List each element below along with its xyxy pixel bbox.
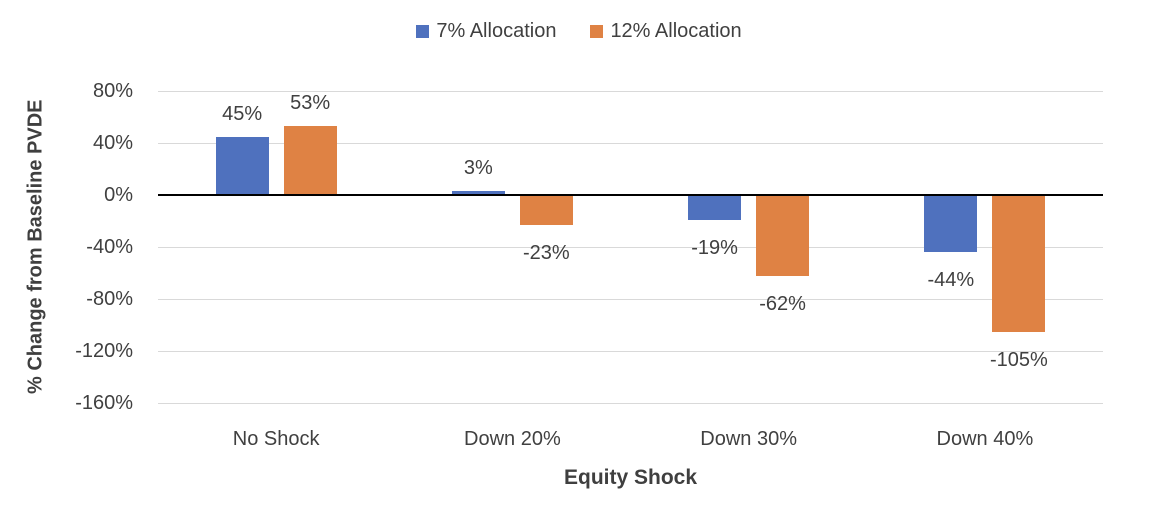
category-label-down-40: Down 40% (936, 428, 1034, 450)
gridline (158, 91, 1103, 92)
data-label-7-allocation-down-30: -19% (691, 236, 738, 259)
y-tick-label: -160% (75, 392, 133, 414)
y-tick-label: 0% (104, 184, 133, 206)
bar-12-allocation-down-30 (756, 195, 810, 276)
x-axis-title: Equity Shock (563, 466, 698, 489)
bar-12-allocation-down-20 (519, 195, 573, 225)
bar-7-allocation-down-40 (924, 195, 978, 253)
gridline (158, 143, 1103, 144)
gridline (158, 299, 1103, 300)
data-label-7-allocation-down-20: 3% (463, 157, 493, 180)
data-label-7-allocation-down-40: -44% (927, 269, 975, 292)
y-tick-label: 80% (92, 80, 133, 102)
legend-item-12-allocation: 12% Allocation (590, 19, 742, 43)
y-tick-label: -120% (75, 340, 133, 362)
category-label-no-shock: No Shock (232, 428, 320, 450)
category-label-down-30: Down 30% (700, 428, 797, 450)
legend-item-7-allocation: 7% Allocation (416, 20, 556, 43)
gridline (158, 351, 1103, 352)
legend: 7% Allocation 12% Allocation (0, 16, 1158, 46)
legend-swatch-icon (590, 24, 604, 38)
bar-7-allocation-no-shock (215, 136, 269, 195)
data-label-7-allocation-no-shock: 45% (222, 102, 263, 125)
legend-swatch-icon (416, 24, 430, 38)
y-tick-label: 40% (92, 132, 133, 154)
bar-12-allocation-no-shock (283, 126, 337, 195)
bar-7-allocation-down-20 (451, 191, 505, 195)
legend-label: 12% Allocation (610, 19, 742, 42)
y-tick-label: -80% (86, 288, 133, 310)
category-label-down-20: Down 20% (464, 428, 561, 450)
bar-7-allocation-down-30 (688, 195, 742, 220)
gridline (158, 403, 1103, 404)
gridline (158, 247, 1103, 248)
data-label-12-allocation-down-20: -23% (523, 241, 570, 264)
zero-axis-line (158, 194, 1103, 196)
legend-label: 7% Allocation (436, 19, 557, 42)
bar-12-allocation-down-40 (992, 195, 1046, 332)
data-label-12-allocation-no-shock: 53% (290, 92, 331, 115)
data-label-12-allocation-down-40: -105% (989, 348, 1048, 371)
y-tick-label: -40% (86, 236, 133, 258)
data-label-12-allocation-down-30: -62% (759, 292, 806, 315)
